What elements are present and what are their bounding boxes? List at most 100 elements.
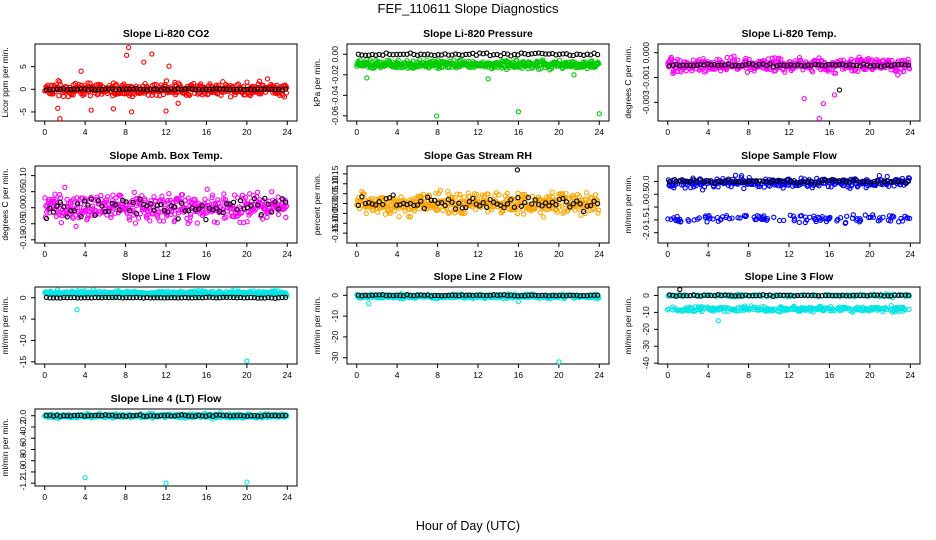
y-tick-label: -0.06 xyxy=(330,106,340,126)
data-point-colored xyxy=(844,213,850,219)
y-tick-label: 0 xyxy=(18,295,28,300)
y-axis-label: percent per min. xyxy=(312,174,322,235)
x-tick-label: 20 xyxy=(554,127,564,137)
data-point-reference xyxy=(282,86,289,92)
plot-frame xyxy=(657,43,921,122)
data-point-reference xyxy=(172,86,178,93)
data-point-reference xyxy=(158,87,164,93)
y-axis-label: ml/min per min. xyxy=(0,296,10,354)
data-point-colored xyxy=(283,214,289,221)
data-point-colored xyxy=(186,92,193,98)
data-point-reference xyxy=(199,87,206,93)
data-point-reference xyxy=(258,86,264,93)
data-point-reference xyxy=(74,86,81,92)
data-point-colored xyxy=(592,192,599,198)
x-tick-label: 24 xyxy=(595,127,605,137)
y-tick-label: -30 xyxy=(641,340,651,353)
data-point-colored xyxy=(254,189,261,195)
x-tick-label: 8 xyxy=(123,127,128,137)
data-point-colored-outlier xyxy=(715,318,721,324)
panel-title: Slope Sample Flow xyxy=(741,150,838,162)
x-tick-label: 12 xyxy=(784,249,794,259)
x-tick-label: 24 xyxy=(595,249,605,259)
data-point-colored xyxy=(761,184,767,190)
y-tick-label: 0 xyxy=(18,87,28,92)
x-tick-label: 20 xyxy=(242,127,252,137)
data-point-reference xyxy=(272,86,278,93)
data-point-reference xyxy=(182,86,188,92)
x-tick-label: 12 xyxy=(161,492,171,502)
x-tick-label: 16 xyxy=(514,249,524,259)
y-tick-label: 5 xyxy=(18,64,28,69)
y-tick-label: -40 xyxy=(641,357,651,370)
data-point-reference xyxy=(206,86,212,93)
data-point-colored xyxy=(154,92,160,98)
y-tick-label: 0.000 xyxy=(641,42,651,64)
x-tick-label: 8 xyxy=(123,249,128,259)
x-tick-label: 4 xyxy=(395,127,400,137)
x-tick-label: 20 xyxy=(554,370,564,380)
data-point-colored-outlier xyxy=(515,109,522,115)
data-point-colored xyxy=(132,220,139,226)
data-point-reference xyxy=(64,87,70,93)
data-point-colored-outlier xyxy=(801,95,807,102)
data-point-colored xyxy=(264,76,271,82)
data-point-colored-outlier xyxy=(175,100,181,106)
data-point-colored xyxy=(81,91,87,97)
data-point-reference xyxy=(68,86,74,92)
data-point-colored-outlier xyxy=(244,358,250,364)
data-point-colored-outlier xyxy=(74,307,80,313)
data-point-colored xyxy=(244,79,250,85)
y-tick-label: -5 xyxy=(18,315,28,323)
data-point-reference xyxy=(57,86,63,93)
x-tick-label: 12 xyxy=(161,370,171,380)
data-point-colored-outlier xyxy=(816,115,822,122)
data-point-reference xyxy=(178,86,185,93)
data-point-colored-outlier xyxy=(163,108,169,114)
x-tick-label: 24 xyxy=(906,249,916,259)
data-point-reference xyxy=(165,87,171,93)
data-point-colored-outlier xyxy=(556,359,562,365)
data-point-reference xyxy=(109,86,115,92)
plot-frame xyxy=(34,408,298,487)
data-point-reference xyxy=(213,86,219,92)
x-tick-label: 12 xyxy=(784,127,794,137)
data-point-reference xyxy=(126,86,133,92)
data-point-reference xyxy=(262,86,268,92)
x-tick-label: 24 xyxy=(283,127,293,137)
data-point-colored-outlier xyxy=(366,300,372,307)
y-tick-label: 0.0 xyxy=(18,410,28,422)
data-point-colored xyxy=(461,194,467,200)
data-point-colored xyxy=(396,213,402,220)
x-tick-label: 12 xyxy=(473,370,483,380)
y-axis-label: kPa per min. xyxy=(312,59,322,107)
x-tick-label: 4 xyxy=(706,370,711,380)
data-point-reference xyxy=(102,86,109,92)
x-tick-label: 16 xyxy=(825,370,835,380)
data-point-reference xyxy=(106,86,112,92)
data-point-reference-outlier xyxy=(836,87,843,93)
x-tick-label: 20 xyxy=(554,249,564,259)
panel-3: Slope Li-820 Temp.degrees C per min.0 4 8 1… xyxy=(623,28,921,137)
data-point-reference xyxy=(234,86,240,93)
data-point-colored xyxy=(98,192,104,199)
y-axis-label: ml/min per min. xyxy=(623,175,633,233)
panel-title: Slope Line 1 Flow xyxy=(122,271,212,283)
data-point-reference-outlier xyxy=(514,167,521,173)
data-point-colored xyxy=(135,215,142,221)
panel-title: Slope Li-820 Temp. xyxy=(742,28,837,40)
data-point-reference xyxy=(269,86,275,92)
data-point-reference xyxy=(120,86,126,92)
data-point-colored xyxy=(52,191,58,197)
x-tick-label: 12 xyxy=(473,127,483,137)
data-point-reference xyxy=(116,86,122,92)
panel-title: Slope Gas Stream RH xyxy=(424,150,532,162)
data-point-colored xyxy=(58,219,65,226)
data-point-reference xyxy=(189,86,195,92)
data-point-colored xyxy=(282,83,289,89)
data-point-colored xyxy=(281,94,288,100)
